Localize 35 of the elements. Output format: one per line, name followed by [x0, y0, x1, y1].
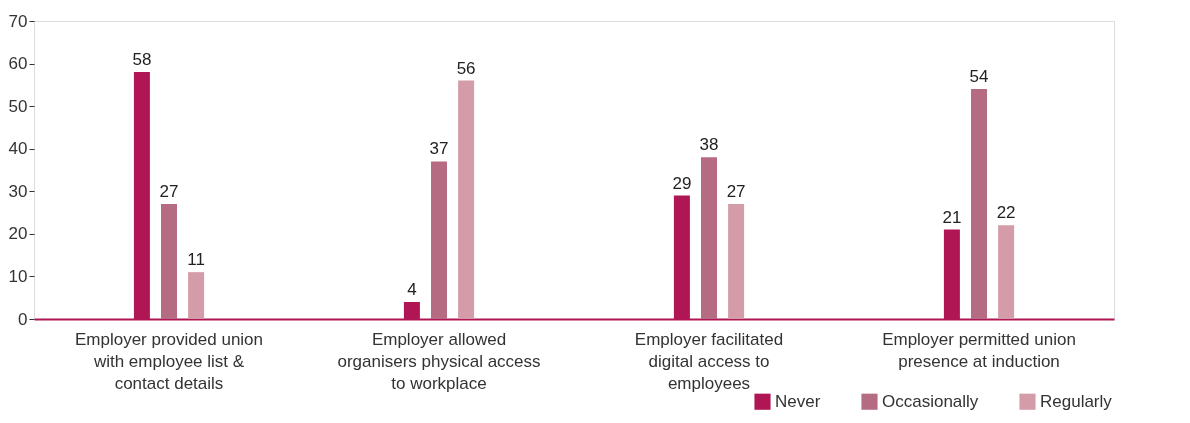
- x-tick-label: Employer facilitated digital access to employees: [634, 329, 784, 393]
- x-tick-label: Employer permitted union presence at induction: [882, 329, 1076, 371]
- bar: [431, 161, 447, 319]
- legend-label: Occasionally: [882, 391, 979, 411]
- legend-label: Regularly: [1040, 391, 1113, 411]
- y-tick-label: 70: [8, 11, 28, 31]
- data-label: 27: [726, 182, 746, 202]
- y-tick-label: 40: [8, 139, 28, 159]
- bar: [458, 80, 475, 319]
- data-label: 22: [996, 203, 1016, 223]
- data-label: 27: [159, 182, 179, 202]
- data-label: 38: [699, 135, 719, 155]
- bar: [728, 204, 745, 319]
- y-tick-label: 10: [8, 266, 28, 286]
- data-label: 11: [187, 250, 205, 270]
- data-label: 29: [672, 173, 692, 193]
- y-tick-label: 30: [8, 181, 28, 201]
- data-label: 21: [942, 207, 962, 227]
- data-label: 54: [969, 67, 989, 87]
- x-tick-label: Employer allowed organisers physical access to workplace: [337, 329, 541, 393]
- data-label: 4: [407, 279, 417, 299]
- data-label: 56: [456, 58, 476, 78]
- data-label: 37: [429, 139, 449, 159]
- y-tick-label: 50: [8, 96, 28, 116]
- data-label: 58: [132, 50, 152, 70]
- bar: [161, 204, 177, 319]
- y-tick-label: 60: [8, 54, 28, 74]
- y-tick-label: 20: [8, 224, 28, 244]
- legend-label: Never: [775, 391, 821, 411]
- bar: [971, 89, 987, 319]
- bar: [188, 272, 205, 319]
- bar: [701, 157, 717, 319]
- y-tick-label: 0: [18, 309, 28, 329]
- x-tick-label: Employer provided union with employee list & contact details: [74, 329, 264, 393]
- bar: [998, 225, 1015, 319]
